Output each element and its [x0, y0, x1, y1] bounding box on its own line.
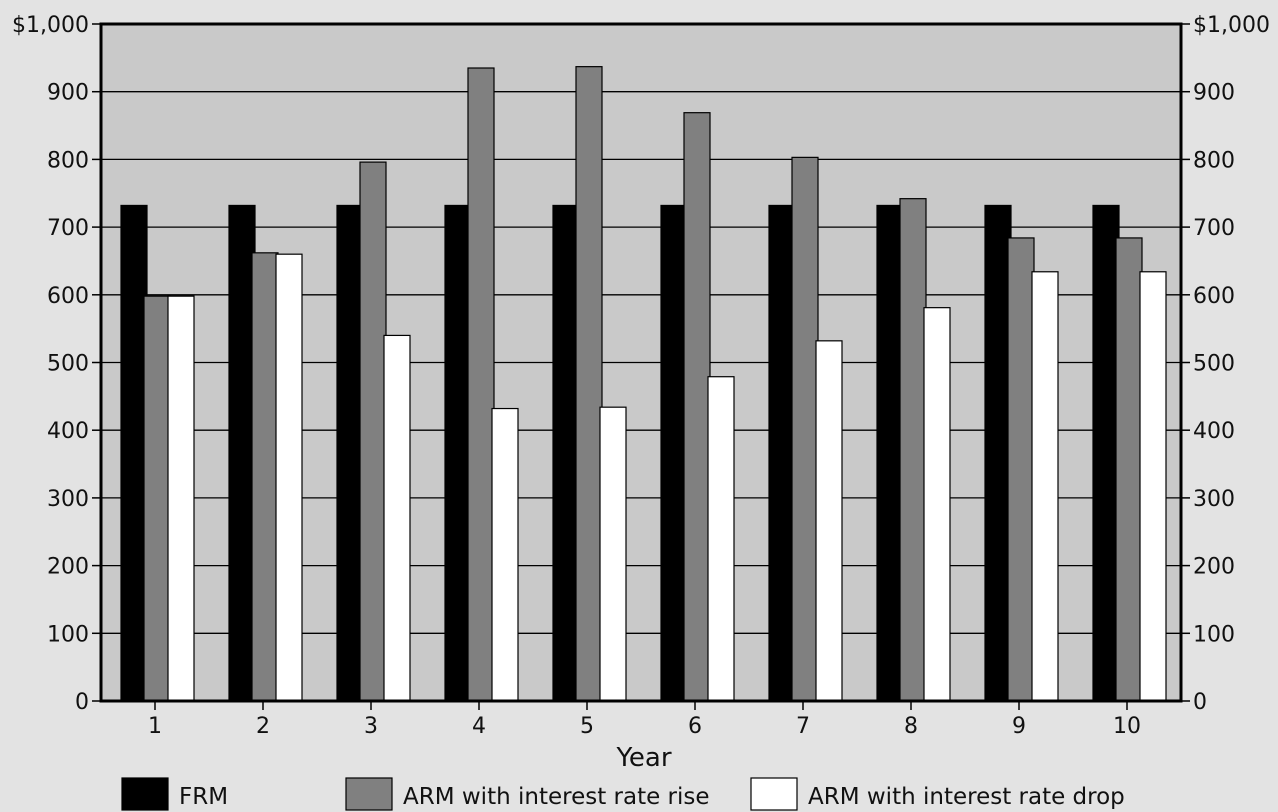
x-tick-label: 9 — [1012, 714, 1026, 739]
x-tick-label: 3 — [364, 714, 378, 739]
bars — [120, 66, 1167, 702]
bar-arm-with-interest-rate-rise-year-5 — [575, 66, 603, 702]
bar-frm-year-10 — [1092, 204, 1120, 702]
y-tick-label-right: $1,000 — [1193, 13, 1270, 38]
bar-arm-with-interest-rate-rise-year-9 — [1007, 237, 1035, 702]
legend-item: FRM — [121, 777, 228, 811]
bar-arm-with-interest-rate-drop-year-9 — [1031, 271, 1059, 702]
y-tick-label-right: 800 — [1193, 148, 1235, 173]
x-tick-label: 4 — [472, 714, 486, 739]
y-tick-label-right: 400 — [1193, 419, 1235, 444]
legend-label: ARM with interest rate drop — [808, 784, 1125, 810]
x-tick-label: 1 — [148, 714, 162, 739]
legend-swatch — [750, 777, 798, 811]
legend-swatch — [345, 777, 393, 811]
y-tick-label-right: 600 — [1193, 284, 1235, 309]
bar-arm-with-interest-rate-rise-year-7 — [791, 156, 819, 702]
bar-arm-with-interest-rate-drop-year-4 — [491, 407, 519, 702]
legend-label: ARM with interest rate rise — [403, 784, 710, 810]
y-tick-label-right: 100 — [1193, 622, 1235, 647]
x-tick-label: 6 — [688, 714, 702, 739]
bar-arm-with-interest-rate-rise-year-8 — [899, 198, 927, 702]
bar-arm-with-interest-rate-rise-year-2 — [251, 252, 279, 702]
bar-arm-with-interest-rate-rise-year-3 — [359, 161, 387, 702]
bar-frm-year-6 — [660, 204, 688, 702]
bar-arm-with-interest-rate-drop-year-10 — [1139, 271, 1167, 702]
y-tick-label-right: 700 — [1193, 216, 1235, 241]
y-tick-label-left: 900 — [47, 81, 89, 106]
bar-frm-year-2 — [228, 204, 256, 702]
bar-arm-with-interest-rate-drop-year-2 — [275, 253, 303, 702]
bar-frm-year-1 — [120, 204, 148, 702]
legend-item: ARM with interest rate rise — [345, 777, 710, 811]
x-axis-title: Year — [615, 743, 671, 773]
y-tick-label-left: 100 — [47, 622, 89, 647]
y-tick-label-left: 200 — [47, 555, 89, 580]
bar-frm-year-5 — [552, 204, 580, 702]
axes — [92, 22, 1190, 710]
bar-frm-year-8 — [876, 204, 904, 702]
x-tick-label: 2 — [256, 714, 270, 739]
bar-arm-with-interest-rate-rise-year-10 — [1115, 237, 1143, 702]
y-tick-label-right: 0 — [1193, 690, 1207, 715]
bar-arm-with-interest-rate-drop-year-3 — [383, 334, 411, 702]
y-tick-label-left: 500 — [47, 352, 89, 377]
y-tick-label-right: 500 — [1193, 352, 1235, 377]
y-tick-label-left: 800 — [47, 148, 89, 173]
bar-arm-with-interest-rate-rise-year-4 — [467, 67, 495, 702]
y-tick-label-left: 300 — [47, 487, 89, 512]
y-tick-label-right: 200 — [1193, 555, 1235, 580]
x-tick-label: 8 — [904, 714, 918, 739]
bar-arm-with-interest-rate-drop-year-8 — [923, 307, 951, 702]
bar-frm-year-7 — [768, 204, 796, 702]
bar-arm-with-interest-rate-rise-year-6 — [683, 112, 711, 702]
legend: FRM ARM with interest rate rise ARM with i… — [121, 777, 1125, 811]
bar-frm-year-9 — [984, 204, 1012, 702]
bar-arm-with-interest-rate-drop-year-6 — [707, 376, 735, 702]
x-tick-label: 10 — [1113, 714, 1141, 739]
bar-frm-year-3 — [336, 204, 364, 702]
y-tick-label-right: 300 — [1193, 487, 1235, 512]
x-tick-label: 7 — [796, 714, 810, 739]
y-tick-label-left: 600 — [47, 284, 89, 309]
bar-arm-with-interest-rate-drop-year-5 — [599, 406, 627, 702]
x-tick-label: 5 — [580, 714, 594, 739]
tick-labels: 0 0 100 100 200 200 300 300 400 400 500 500 600 600 70… — [12, 13, 1270, 739]
y-tick-label-left: 0 — [75, 690, 89, 715]
y-tick-label-right: 900 — [1193, 81, 1235, 106]
legend-label: FRM — [179, 784, 228, 810]
y-tick-label-left: $1,000 — [12, 13, 89, 38]
bar-frm-year-4 — [444, 204, 472, 702]
y-tick-label-left: 700 — [47, 216, 89, 241]
y-tick-label-left: 400 — [47, 419, 89, 444]
bar-arm-with-interest-rate-rise-year-1 — [143, 295, 171, 702]
plot-frame — [99, 22, 1183, 703]
legend-item: ARM with interest rate drop — [750, 777, 1125, 811]
legend-swatch — [121, 777, 169, 811]
bar-arm-with-interest-rate-drop-year-1 — [167, 295, 195, 702]
bar-arm-with-interest-rate-drop-year-7 — [815, 340, 843, 702]
